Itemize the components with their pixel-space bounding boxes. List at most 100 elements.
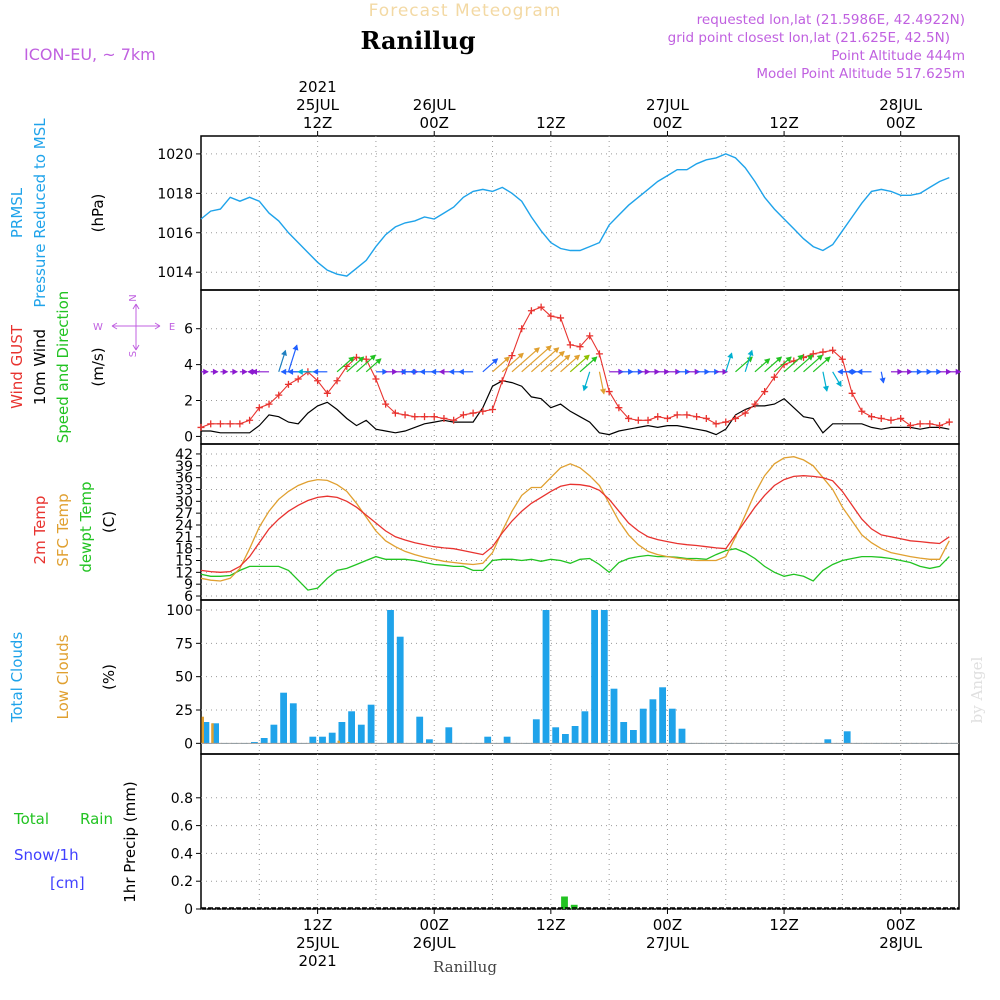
model-label: ICON-EU, ~ 7km <box>24 45 156 64</box>
gust-marker <box>625 414 633 422</box>
wind-arrow-head <box>836 380 842 387</box>
gust-marker <box>829 346 837 354</box>
snow-label: Snow/1h <box>14 846 79 864</box>
pressure-line <box>200 153 950 277</box>
temperature-ytick-label: 21 <box>175 530 193 546</box>
total-cloud-bar <box>484 736 492 744</box>
gust-marker <box>391 409 399 417</box>
top-hour-label: 00Z <box>420 114 449 132</box>
total-cloud-bar <box>270 724 278 744</box>
total-cloud-bar <box>309 736 317 744</box>
wind-arrow-head <box>312 368 319 375</box>
wind-arrow-head <box>491 358 499 365</box>
total-cloud-bar <box>319 736 326 744</box>
footer-location: Ranillug <box>433 958 497 976</box>
precip-ytick-label: 0.8 <box>171 791 193 807</box>
wind-arrow-head <box>583 354 590 361</box>
gust-marker <box>411 413 419 421</box>
compass-e: E <box>169 322 175 333</box>
wind-arrow-head <box>816 354 824 361</box>
precip-ytick-label: 0.4 <box>171 846 193 862</box>
gust-marker <box>547 312 555 320</box>
gust-marker <box>216 420 224 428</box>
top-hour-label: 12Z <box>536 114 565 132</box>
temperature-ytick-label: 36 <box>175 471 193 487</box>
gust-marker <box>207 420 215 428</box>
gust-marker <box>615 404 623 412</box>
precip-ytick-label: 0 <box>184 902 193 918</box>
gust-marker <box>712 420 720 428</box>
total-cloud-bar <box>348 711 355 744</box>
temperature-ytick-label: 33 <box>175 482 193 498</box>
bottom-hour-label: 12Z <box>303 916 332 934</box>
low-clouds-label: Low Clouds <box>54 634 72 719</box>
gust-marker <box>663 414 671 422</box>
bottom-hour-label: 12Z <box>536 916 565 934</box>
gust-marker <box>566 341 574 349</box>
temperature-ytick-label: 42 <box>175 447 193 463</box>
dewpt-line <box>200 548 950 591</box>
temperature-ytick-label: 9 <box>184 577 193 593</box>
gust-marker <box>770 373 778 381</box>
total-cloud-bar <box>202 722 210 744</box>
gust-marker <box>314 377 322 385</box>
wind-arrow-head <box>907 368 913 375</box>
wind-10m-label: 10m Wind <box>31 329 49 405</box>
temperature-ytick-label: 24 <box>175 518 193 534</box>
wind-arrow-head <box>797 354 804 361</box>
gust-marker <box>906 422 914 430</box>
wind-arrow-head <box>251 368 258 375</box>
wind-arrow-head <box>203 368 209 375</box>
watermark: by Angel <box>968 656 986 723</box>
wind-arrow-head <box>573 354 581 361</box>
temperature-ytick-label: 30 <box>175 494 193 510</box>
model-altitude-label: Model Point Altitude 517.625m <box>756 66 965 82</box>
wind-arrow-head <box>503 356 510 363</box>
gust-marker <box>576 343 584 351</box>
wind-arrow-head <box>775 356 783 363</box>
bottom-hour-label: 00Z <box>420 916 449 934</box>
wind-arrow-head <box>517 352 524 359</box>
gust-marker <box>722 418 730 426</box>
total-clouds-label: Total Clouds <box>8 632 26 724</box>
rain-label: Rain <box>80 810 113 828</box>
compass-s: S <box>128 351 139 357</box>
total-cloud-bar <box>212 723 219 744</box>
wind-frame <box>200 289 960 445</box>
bottom-day-label: 27JUL <box>646 934 689 952</box>
bottom-day-label: 28JUL <box>879 934 922 952</box>
total-cloud-bar <box>426 739 433 744</box>
total-cloud-bar <box>357 724 365 744</box>
gust-marker <box>450 416 458 424</box>
bottom-hour-label: 00Z <box>653 916 682 934</box>
plot-layer: 1014101610181020024669121518212427303336… <box>8 78 962 970</box>
top-hour-label: 00Z <box>653 114 682 132</box>
pressure-ytick-label: 1020 <box>157 147 193 163</box>
compass-icon: N S W E <box>93 294 175 357</box>
wind-arrow-head <box>926 368 933 375</box>
wind-arrow-head <box>807 354 814 361</box>
precip-axis-label: 1hr Precip (mm) <box>121 781 139 902</box>
clouds-ytick-label: 100 <box>166 603 193 619</box>
total-cloud-bar <box>280 692 287 744</box>
total-cloud-bar <box>503 736 511 744</box>
total-cloud-bar <box>668 708 676 744</box>
gust-marker <box>226 420 234 428</box>
gust-marker <box>479 407 487 415</box>
dewpt-temp-label: dewpt Temp <box>77 481 95 572</box>
gust-marker <box>421 413 429 421</box>
wind-arrow-head <box>822 385 829 392</box>
wind-arrow-head <box>242 368 248 375</box>
gust-marker <box>848 389 856 397</box>
gust-marker <box>362 355 370 363</box>
gust-marker <box>236 420 244 428</box>
wind-arrow-shaft <box>521 345 552 373</box>
precip-ytick-label: 0.6 <box>171 819 193 835</box>
wind-arrow-head <box>382 368 388 375</box>
wind-ytick-label: 0 <box>184 429 193 445</box>
wind-arrow-head <box>533 347 540 354</box>
wind-arrow-head <box>438 368 445 375</box>
